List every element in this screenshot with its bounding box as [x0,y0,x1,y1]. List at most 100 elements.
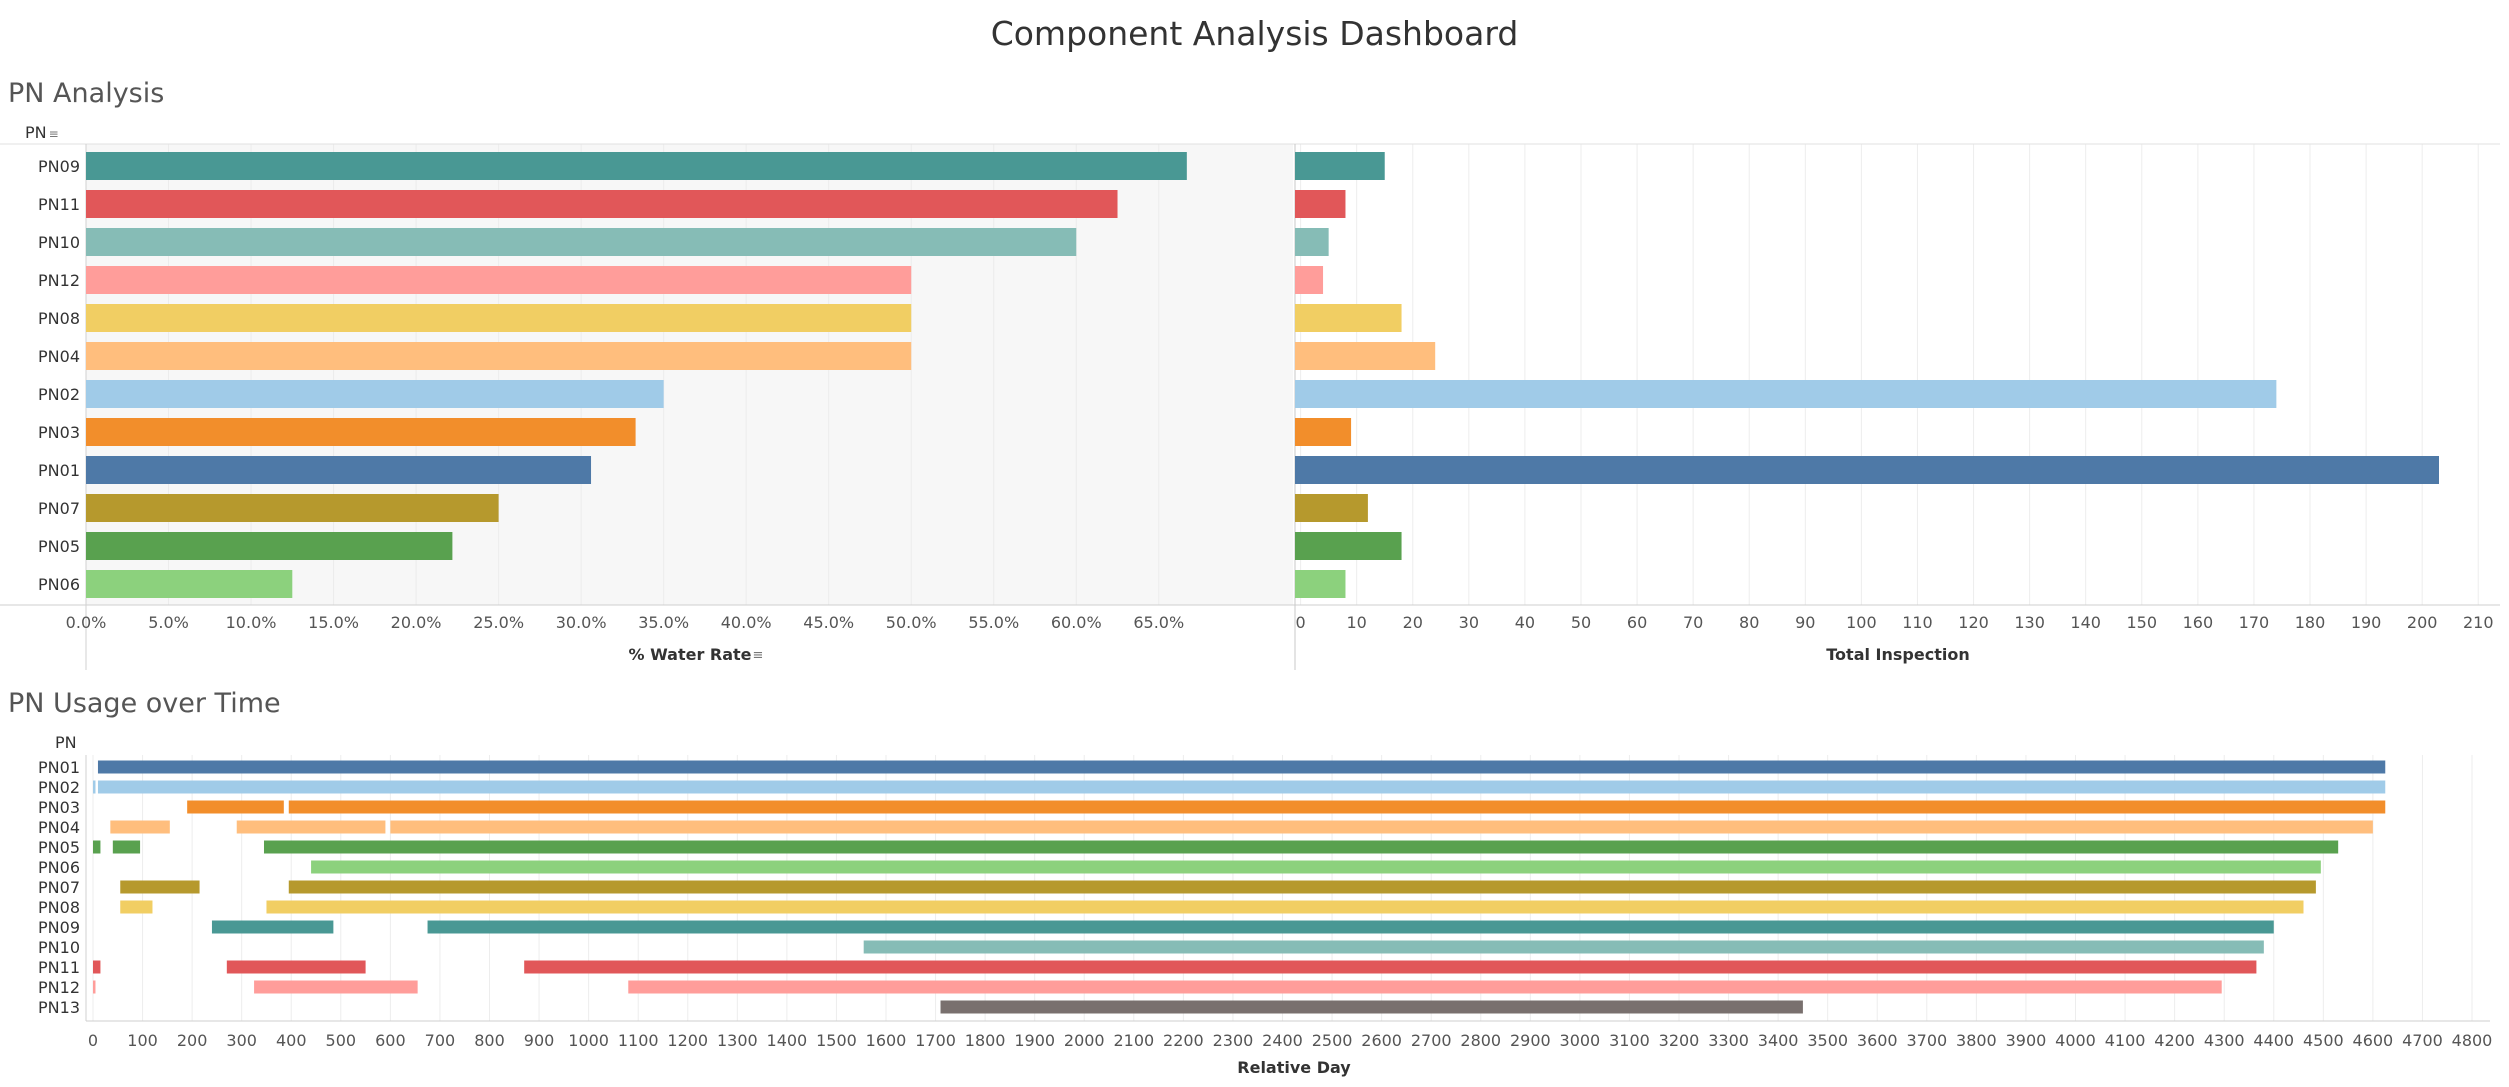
inspection-bar[interactable] [1295,228,1329,256]
gantt-tick-label: 3200 [1659,1031,1700,1050]
water-rate-bar[interactable] [86,266,911,294]
gantt-segment[interactable] [628,981,2221,994]
inspection-tick-label: 20 [1403,613,1423,632]
inspection-tick-label: 190 [2351,613,2382,632]
gantt-tick-label: 900 [524,1031,555,1050]
inspection-bar[interactable] [1295,266,1323,294]
water-rate-tick-label: 15.0% [308,613,359,632]
gantt-segment[interactable] [120,901,152,914]
gantt-segment[interactable] [289,801,2385,814]
inspection-bar[interactable] [1295,152,1385,180]
gantt-tick-label: 3300 [1708,1031,1749,1050]
water-rate-tick-label: 30.0% [556,613,607,632]
gantt-row-label: PN01 [38,758,80,777]
water-rate-bar[interactable] [86,190,1118,218]
gantt-axis-title: Relative Day [1237,1058,1351,1077]
water-rate-tick-label: 55.0% [968,613,1019,632]
water-rate-bar[interactable] [86,228,1076,256]
gantt-segment[interactable] [98,781,2385,794]
gantt-tick-label: 4400 [2253,1031,2294,1050]
gantt-segment[interactable] [524,961,2256,974]
gantt-row-label: PN04 [38,818,80,837]
gantt-row-label: PN12 [38,978,80,997]
gantt-segment[interactable] [237,821,386,834]
inspection-bar[interactable] [1295,532,1402,560]
water-rate-bar[interactable] [86,532,452,560]
pn-row-label: PN01 [38,461,80,480]
gantt-segment[interactable] [941,1001,1803,1014]
inspection-tick-label: 0 [1296,613,1306,632]
water-rate-bar[interactable] [86,494,499,522]
water-rate-tick-label: 5.0% [148,613,189,632]
gantt-row-label: PN09 [38,918,80,937]
gantt-tick-label: 1300 [717,1031,758,1050]
water-rate-bar[interactable] [86,418,636,446]
gantt-segment[interactable] [110,821,169,834]
gantt-segment[interactable] [93,981,95,994]
gantt-segment[interactable] [227,961,366,974]
water-rate-bar[interactable] [86,570,292,598]
gantt-row-label: PN10 [38,938,80,957]
gantt-tick-label: 0 [88,1031,98,1050]
inspection-axis-title: Total Inspection [1826,645,1969,664]
inspection-bar[interactable] [1295,190,1345,218]
pn-row-label: PN11 [38,195,80,214]
gantt-tick-label: 1600 [866,1031,907,1050]
axis-sort-icon[interactable]: ≡ [753,648,764,663]
inspection-bar[interactable] [1295,456,2439,484]
gantt-row-label: PN08 [38,898,80,917]
gantt-tick-label: 4300 [2204,1031,2245,1050]
gantt-segment[interactable] [264,841,2338,854]
gantt-row-label: PN05 [38,838,80,857]
gantt-segment[interactable] [289,881,2316,894]
water-rate-bar[interactable] [86,304,911,332]
inspection-tick-label: 140 [2070,613,2101,632]
inspection-bar[interactable] [1295,380,2276,408]
gantt-segment[interactable] [266,901,2303,914]
inspection-tick-label: 210 [2463,613,2494,632]
gantt-segment[interactable] [93,841,100,854]
inspection-tick-label: 170 [2239,613,2270,632]
inspection-bar[interactable] [1295,570,1345,598]
water-rate-bar[interactable] [86,342,911,370]
gantt-tick-label: 3600 [1857,1031,1898,1050]
gantt-segment[interactable] [390,821,2373,834]
inspection-bar[interactable] [1295,304,1402,332]
pn-row-label: PN02 [38,385,80,404]
gantt-segment[interactable] [93,961,100,974]
water-rate-bar[interactable] [86,152,1187,180]
gantt-segment[interactable] [212,921,333,934]
gantt-tick-label: 1500 [816,1031,857,1050]
gantt-segment[interactable] [93,781,95,794]
gantt-tick-label: 200 [177,1031,208,1050]
gantt-segment[interactable] [113,841,140,854]
water-rate-tick-label: 60.0% [1051,613,1102,632]
gantt-tick-label: 2100 [1113,1031,1154,1050]
pn-row-label: PN12 [38,271,80,290]
gantt-tick-label: 4100 [2105,1031,2146,1050]
gantt-tick-label: 2200 [1163,1031,1204,1050]
gantt-segment[interactable] [120,881,199,894]
water-rate-bar[interactable] [86,456,591,484]
gantt-segment[interactable] [864,941,2264,954]
gantt-segment[interactable] [428,921,2274,934]
water-rate-tick-label: 45.0% [803,613,854,632]
inspection-bar[interactable] [1295,494,1368,522]
gantt-tick-label: 1900 [1014,1031,1055,1050]
inspection-bar[interactable] [1295,418,1351,446]
inspection-tick-label: 70 [1683,613,1703,632]
gantt-segment[interactable] [187,801,284,814]
gantt-tick-label: 4600 [2353,1031,2394,1050]
gantt-tick-label: 500 [326,1031,357,1050]
gantt-segment[interactable] [98,761,2385,774]
inspection-tick-label: 200 [2407,613,2438,632]
gantt-segment[interactable] [254,981,418,994]
gantt-row-label: PN13 [38,998,80,1017]
inspection-tick-label: 130 [2014,613,2045,632]
gantt-tick-label: 800 [474,1031,505,1050]
gantt-tick-label: 4200 [2154,1031,2195,1050]
gantt-segment[interactable] [311,861,2321,874]
water-rate-bar[interactable] [86,380,664,408]
inspection-bar[interactable] [1295,342,1435,370]
inspection-tick-label: 50 [1571,613,1591,632]
